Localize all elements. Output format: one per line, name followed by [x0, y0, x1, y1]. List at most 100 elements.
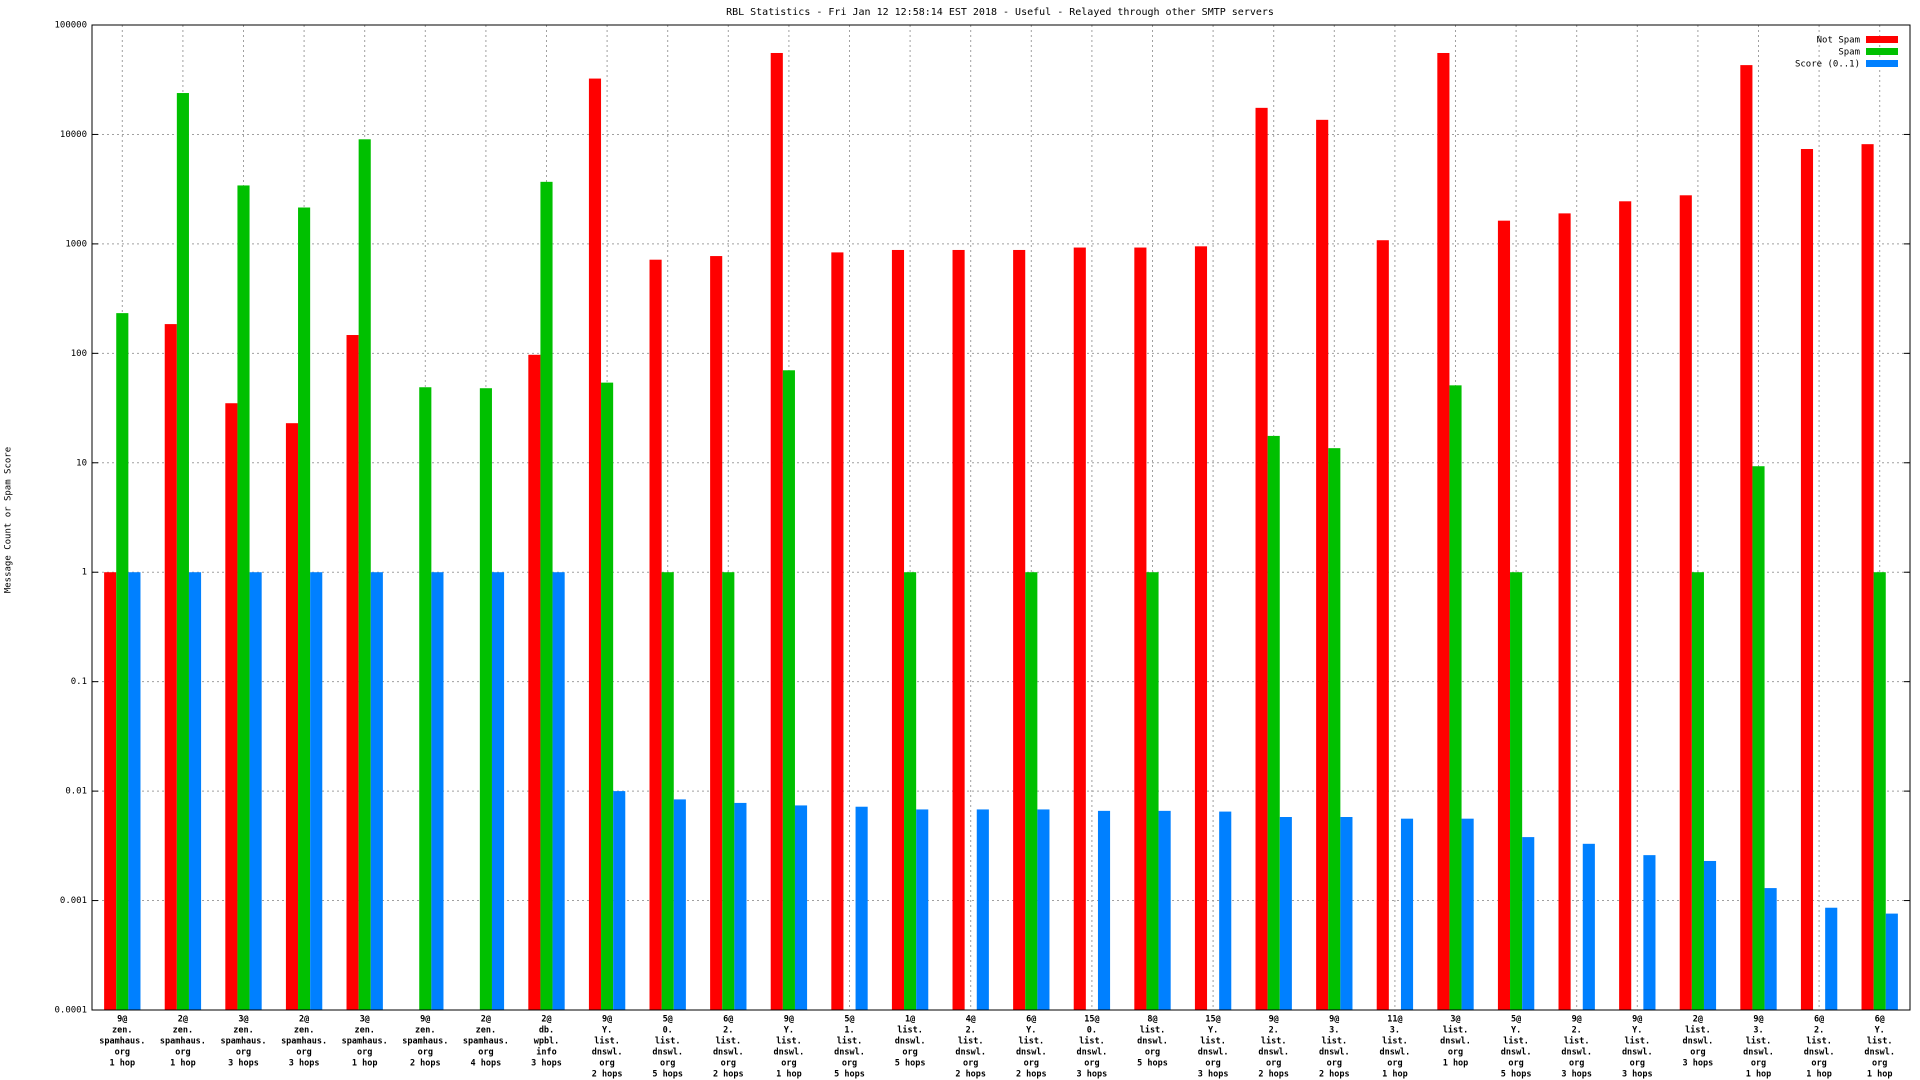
x-tick-label: 9@ — [420, 1015, 430, 1025]
x-tick-label: spamhaus. — [281, 1037, 327, 1047]
bar — [1219, 811, 1232, 1010]
bar — [298, 207, 311, 1010]
x-tick-label: 1 hop — [1806, 1070, 1832, 1080]
x-tick-label: 1 hop — [1443, 1059, 1469, 1069]
x-tick-label: 2 hops — [713, 1070, 744, 1080]
bar — [285, 423, 299, 1010]
bar — [1510, 572, 1523, 1010]
x-tick-label: 2 hops — [410, 1059, 441, 1069]
bar — [419, 387, 432, 1011]
x-tick-label: Y. — [1026, 1026, 1036, 1036]
x-tick-label: 2 hops — [955, 1070, 986, 1080]
x-tick-label: 3 hops — [1622, 1070, 1653, 1080]
y-tick-label: 10000 — [60, 130, 87, 140]
x-tick-label: 1 hop — [1382, 1070, 1408, 1080]
bar — [770, 52, 783, 1010]
x-tick-label: org — [418, 1048, 433, 1058]
x-tick-label: 3 hops — [289, 1059, 320, 1069]
x-tick-label: 2. — [1269, 1026, 1279, 1036]
x-tick-label: dnswl. — [1380, 1048, 1411, 1058]
x-tick-label: 11@ — [1387, 1015, 1402, 1025]
bar — [904, 572, 917, 1010]
x-tick-label: 1 hop — [110, 1059, 136, 1069]
x-tick-label: 6@ — [1814, 1015, 1824, 1025]
x-tick-label: 5@ — [1511, 1015, 1521, 1025]
x-tick-label: 2@ — [541, 1015, 551, 1025]
y-tick-label: 0.1 — [71, 677, 87, 687]
legend-swatch — [1866, 36, 1898, 43]
x-tick-label: org — [1084, 1059, 1099, 1069]
x-tick-label: list. — [1867, 1036, 1893, 1047]
x-tick-label: 1. — [844, 1026, 854, 1036]
x-tick-label: 2@ — [178, 1015, 188, 1025]
bar — [540, 181, 553, 1011]
x-tick-label: info — [536, 1047, 556, 1058]
x-tick-label: dnswl. — [895, 1037, 926, 1047]
x-tick-label: dnswl. — [955, 1048, 986, 1058]
legend-label: Score (0..1) — [1795, 60, 1860, 70]
x-tick-label: 3. — [1390, 1026, 1400, 1036]
x-tick-label: dnswl. — [1804, 1048, 1835, 1058]
bar — [1400, 818, 1414, 1010]
y-axis-label: Message Count or Spam Score — [4, 447, 14, 593]
x-tick-label: 4@ — [966, 1015, 976, 1025]
x-tick-label: org — [1872, 1059, 1887, 1069]
bar — [1194, 246, 1208, 1011]
x-tick-label: list. — [716, 1036, 742, 1047]
x-tick-label: dnswl. — [1683, 1037, 1714, 1047]
x-tick-label: org — [781, 1059, 796, 1069]
legend-label: Spam — [1838, 48, 1860, 58]
x-tick-label: 3 hops — [1561, 1070, 1592, 1080]
bar — [649, 259, 662, 1010]
x-tick-label: org — [842, 1059, 857, 1069]
bar — [1873, 572, 1886, 1010]
bar — [491, 572, 505, 1010]
x-tick-label: org — [599, 1059, 614, 1069]
bar — [1497, 220, 1511, 1010]
bar — [976, 809, 989, 1010]
x-tick-label: 2. — [966, 1026, 976, 1036]
x-tick-label: 0. — [1087, 1026, 1097, 1036]
bar — [1073, 247, 1086, 1010]
x-tick-label: org — [1508, 1059, 1523, 1069]
y-tick-label: 0.001 — [60, 896, 87, 906]
x-tick-label: 6@ — [1026, 1015, 1036, 1025]
x-tick-label: 2 hops — [1258, 1070, 1289, 1080]
bar — [1619, 201, 1632, 1011]
x-tick-label: org — [478, 1048, 493, 1058]
x-tick-label: 3@ — [238, 1015, 248, 1025]
bar — [1703, 860, 1717, 1010]
bar — [358, 139, 371, 1010]
x-tick-label: 3 hops — [1683, 1059, 1714, 1069]
x-tick-label: org — [1266, 1059, 1281, 1069]
x-tick-label: org — [902, 1048, 917, 1058]
x-tick-label: zen. — [415, 1026, 435, 1036]
x-tick-label: 9@ — [602, 1015, 612, 1025]
x-tick-label: 5 hops — [895, 1059, 926, 1069]
x-tick-label: list. — [1625, 1036, 1651, 1047]
x-tick-label: list. — [1806, 1036, 1832, 1047]
x-tick-label: org — [115, 1048, 130, 1058]
x-tick-label: dnswl. — [1440, 1037, 1471, 1047]
bar — [601, 382, 614, 1010]
x-tick-label: 9@ — [784, 1015, 794, 1025]
bar — [176, 93, 189, 1011]
legend-swatch — [1866, 60, 1898, 67]
bar — [1267, 435, 1280, 1010]
bar — [831, 252, 844, 1011]
x-tick-label: 2@ — [1693, 1015, 1703, 1025]
x-tick-label: spamhaus. — [99, 1037, 145, 1047]
x-tick-label: 5 hops — [1137, 1059, 1168, 1069]
bar — [479, 388, 492, 1010]
bar — [1340, 817, 1353, 1010]
x-tick-label: 9@ — [1269, 1015, 1279, 1025]
x-tick-label: spamhaus. — [160, 1037, 206, 1047]
bar — [1764, 888, 1777, 1010]
y-tick-label: 100 — [71, 349, 87, 359]
x-tick-label: Y. — [1208, 1026, 1218, 1036]
x-tick-label: dnswl. — [1864, 1048, 1895, 1058]
x-tick-label: zen. — [233, 1026, 253, 1036]
bar — [1037, 809, 1050, 1010]
x-tick-label: org — [1751, 1059, 1766, 1069]
x-tick-label: 6@ — [723, 1015, 733, 1025]
